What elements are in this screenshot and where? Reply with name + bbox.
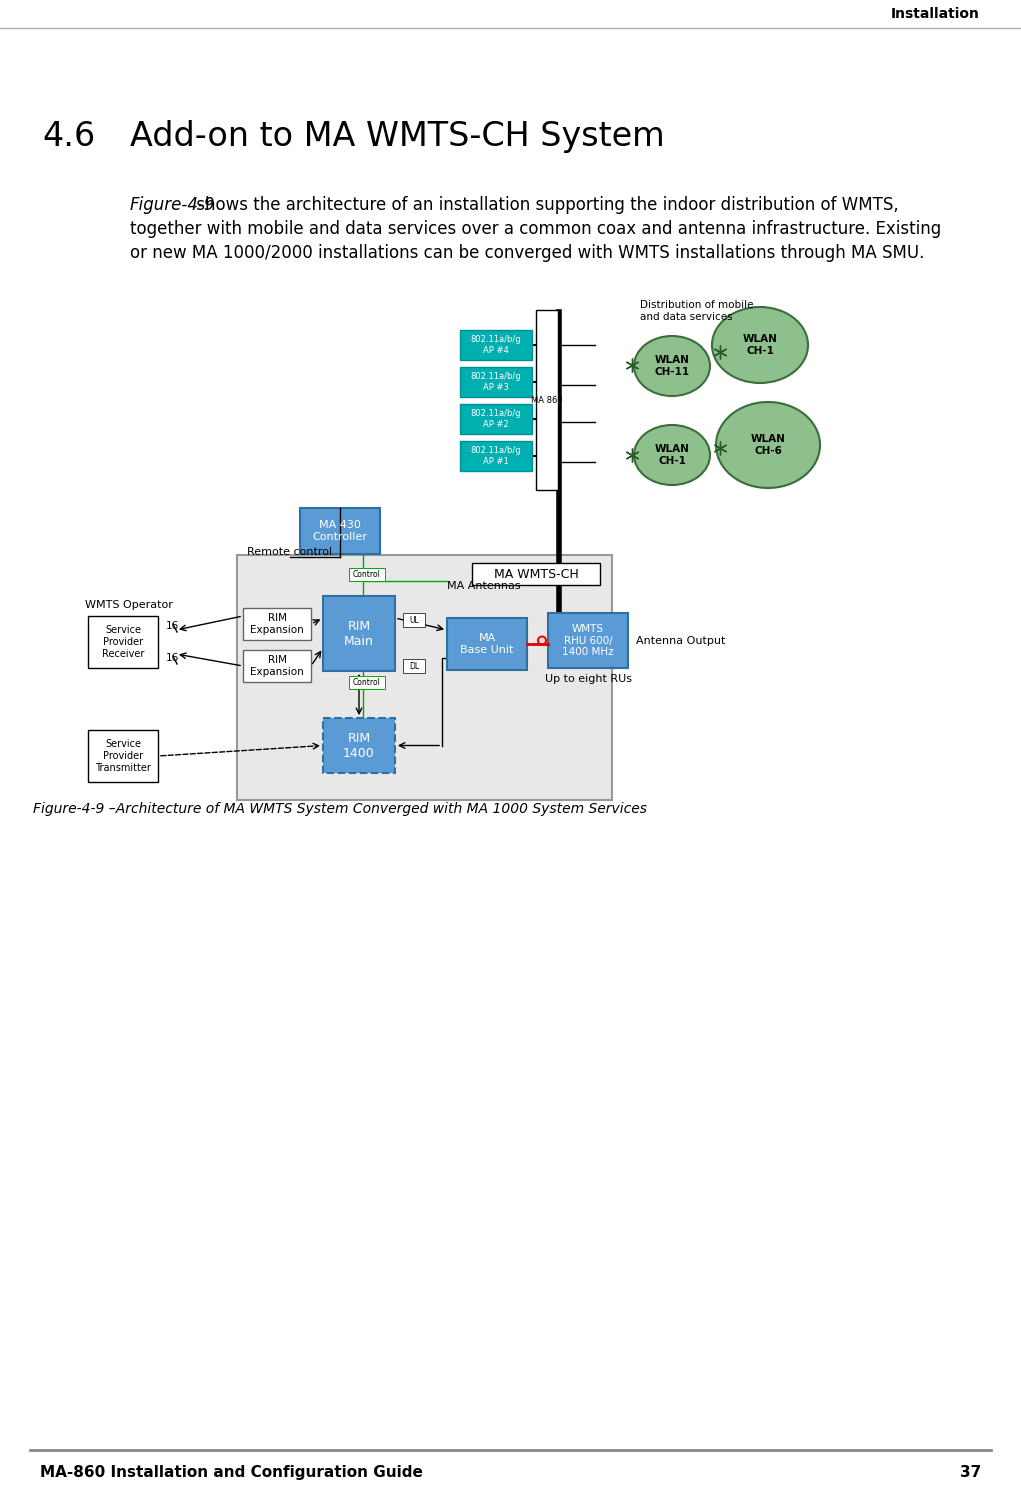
FancyBboxPatch shape (403, 660, 425, 673)
Text: MA WMTS-CH: MA WMTS-CH (493, 567, 578, 580)
Text: MA
Base Unit: MA Base Unit (460, 633, 514, 655)
Text: 802.11a/b/g
AP #1: 802.11a/b/g AP #1 (471, 446, 522, 465)
Text: 16: 16 (166, 652, 180, 663)
Text: DL: DL (409, 661, 419, 670)
Text: Service
Provider
Transmitter: Service Provider Transmitter (95, 739, 151, 772)
Text: RIM
1400: RIM 1400 (343, 732, 375, 760)
FancyBboxPatch shape (460, 367, 532, 396)
FancyBboxPatch shape (460, 331, 532, 361)
FancyBboxPatch shape (472, 562, 600, 585)
FancyBboxPatch shape (88, 730, 158, 782)
Text: WLAN
CH-6: WLAN CH-6 (750, 434, 785, 456)
Text: Control: Control (353, 570, 381, 579)
FancyBboxPatch shape (349, 568, 385, 580)
FancyBboxPatch shape (460, 441, 532, 471)
Ellipse shape (716, 402, 820, 488)
FancyBboxPatch shape (88, 616, 158, 669)
FancyBboxPatch shape (300, 509, 380, 554)
FancyBboxPatch shape (237, 555, 612, 800)
Text: WLAN
CH-11: WLAN CH-11 (654, 355, 689, 377)
Text: RIM
Expansion: RIM Expansion (250, 655, 304, 676)
Text: or new MA 1000/2000 installations can be converged with WMTS installations throu: or new MA 1000/2000 installations can be… (130, 244, 924, 262)
Text: Remote control: Remote control (247, 548, 332, 557)
Text: WLAN
CH-1: WLAN CH-1 (654, 444, 689, 465)
FancyBboxPatch shape (460, 404, 532, 434)
FancyBboxPatch shape (548, 613, 628, 669)
FancyBboxPatch shape (323, 595, 395, 672)
Ellipse shape (634, 425, 710, 485)
Text: 802.11a/b/g
AP #2: 802.11a/b/g AP #2 (471, 410, 522, 429)
Text: MA 860: MA 860 (531, 395, 563, 404)
Text: Installation: Installation (891, 7, 980, 21)
Text: shows the architecture of an installation supporting the indoor distribution of : shows the architecture of an installatio… (191, 196, 898, 214)
Text: 16: 16 (166, 621, 180, 631)
Text: 4.6: 4.6 (42, 120, 95, 153)
Ellipse shape (634, 337, 710, 396)
Text: MA Antennas: MA Antennas (447, 580, 521, 591)
FancyBboxPatch shape (349, 676, 385, 690)
Text: UL: UL (409, 615, 419, 624)
Text: WMTS Operator: WMTS Operator (85, 600, 173, 610)
Text: WLAN
CH-1: WLAN CH-1 (742, 334, 777, 356)
Text: Add-on to MA WMTS-CH System: Add-on to MA WMTS-CH System (130, 120, 665, 153)
Ellipse shape (712, 307, 808, 383)
Text: 37: 37 (960, 1465, 981, 1480)
Text: Figure-4-9 –Architecture of MA WMTS System Converged with MA 1000 System Service: Figure-4-9 –Architecture of MA WMTS Syst… (33, 802, 647, 815)
Text: 802.11a/b/g
AP #3: 802.11a/b/g AP #3 (471, 373, 522, 392)
Text: WMTS
RHU 600/
1400 MHz: WMTS RHU 600/ 1400 MHz (563, 624, 614, 657)
Text: Control: Control (353, 678, 381, 687)
Text: MA 430
Controller: MA 430 Controller (312, 521, 368, 542)
Text: 802.11a/b/g
AP #4: 802.11a/b/g AP #4 (471, 335, 522, 355)
Text: Service
Provider
Receiver: Service Provider Receiver (102, 625, 144, 658)
Text: RIM
Expansion: RIM Expansion (250, 613, 304, 634)
Text: Distribution of mobile
and data services: Distribution of mobile and data services (640, 301, 753, 322)
FancyBboxPatch shape (403, 613, 425, 627)
Text: together with mobile and data services over a common coax and antenna infrastruc: together with mobile and data services o… (130, 220, 941, 238)
FancyBboxPatch shape (447, 618, 527, 670)
Text: Up to eight RUs: Up to eight RUs (544, 675, 632, 684)
Text: Antenna Output: Antenna Output (636, 636, 725, 645)
Text: MA-860 Installation and Configuration Guide: MA-860 Installation and Configuration Gu… (40, 1465, 423, 1480)
FancyBboxPatch shape (323, 718, 395, 773)
FancyBboxPatch shape (243, 607, 311, 640)
Text: Figure-4-9: Figure-4-9 (130, 196, 215, 214)
FancyBboxPatch shape (243, 649, 311, 682)
Text: RIM
Main: RIM Main (344, 619, 374, 648)
FancyBboxPatch shape (536, 310, 558, 491)
